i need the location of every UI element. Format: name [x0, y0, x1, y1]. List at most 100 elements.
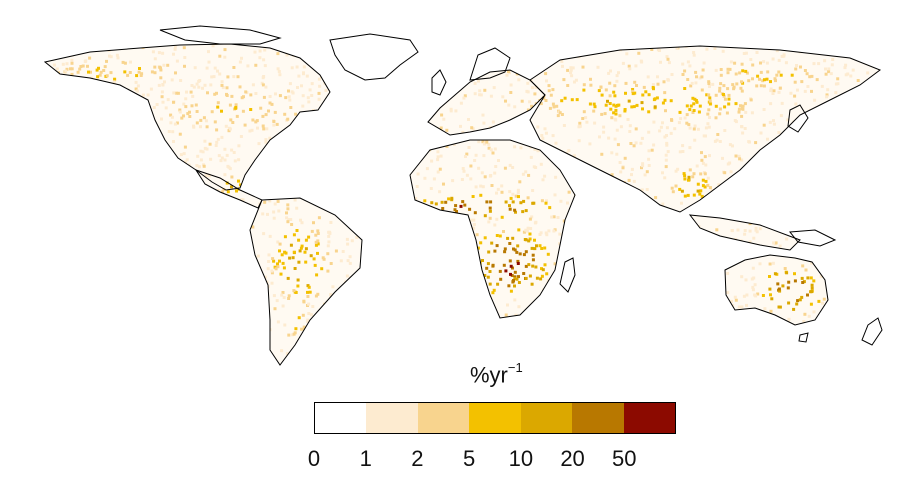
burned-area-cell: [166, 198, 170, 201]
burned-area-cell: [70, 67, 74, 71]
burned-area-cell: [316, 242, 320, 246]
burned-area-cell: [21, 43, 24, 46]
burned-area-cell: [329, 293, 333, 297]
burned-area-cell: [511, 134, 515, 138]
burned-area-cell: [894, 337, 897, 340]
burned-area-cell: [406, 69, 410, 73]
burned-area-cell: [576, 276, 580, 279]
burned-area-cell: [845, 236, 849, 240]
burned-area-cell: [153, 336, 157, 340]
burned-area-cell: [134, 44, 138, 47]
burned-area-cell: [849, 304, 853, 308]
burned-area-cell: [316, 30, 319, 33]
burned-area-cell: [607, 71, 611, 75]
burned-area-cell: [500, 190, 504, 194]
burned-area-cell: [749, 320, 752, 324]
colorbar-tick-label: 10: [508, 446, 534, 471]
burned-area-cell: [503, 347, 507, 351]
burned-area-cell: [20, 323, 23, 326]
burned-area-cell: [795, 34, 798, 37]
burned-area-cell: [247, 363, 251, 365]
burned-area-cell: [577, 242, 581, 246]
burned-area-cell: [494, 322, 498, 326]
burned-area-cell: [824, 67, 827, 71]
burned-area-cell: [370, 91, 374, 95]
burned-area-cell: [722, 93, 725, 96]
burned-area-cell: [84, 33, 87, 36]
burned-area-cell: [867, 132, 871, 136]
burned-area-cell: [835, 268, 838, 272]
burned-area-cell: [262, 58, 266, 62]
burned-area-cell: [159, 283, 163, 287]
burned-area-cell: [737, 110, 741, 114]
burned-area-cell: [593, 44, 597, 46]
burned-area-cell: [485, 266, 489, 270]
burned-area-cell: [831, 196, 835, 200]
burned-area-cell: [779, 73, 783, 77]
burned-area-cell: [256, 351, 259, 355]
burned-area-cell: [664, 109, 667, 113]
burned-area-cell: [533, 247, 537, 251]
burned-area-cell: [723, 105, 727, 109]
burned-area-cell: [100, 44, 104, 48]
burned-area-cell: [889, 311, 892, 314]
burned-area-cell: [778, 244, 782, 248]
burned-area-cell: [787, 317, 791, 321]
burned-area-cell: [173, 168, 177, 172]
burned-area-cell: [886, 86, 889, 89]
burned-area-cell: [82, 125, 85, 129]
burned-area-cell: [515, 277, 519, 281]
burned-area-cell: [825, 221, 829, 225]
burned-area-cell: [368, 113, 372, 117]
burned-area-cell: [546, 317, 550, 321]
burned-area-cell: [21, 333, 24, 336]
burned-area-cell: [396, 49, 399, 53]
burned-area-cell: [825, 95, 829, 99]
burned-area-cell: [312, 27, 315, 30]
burned-area-cell: [669, 240, 673, 244]
burned-area-cell: [422, 265, 426, 269]
burned-area-cell: [582, 219, 586, 223]
burned-area-cell: [53, 73, 57, 77]
burned-area-cell: [696, 235, 700, 239]
burned-area-cell: [278, 259, 281, 263]
burned-area-cell: [740, 125, 744, 128]
burned-area-cell: [420, 71, 424, 74]
burned-area-cell: [134, 290, 138, 294]
burned-area-cell: [58, 121, 61, 125]
burned-area-cell: [187, 290, 190, 294]
burned-area-cell: [680, 299, 684, 302]
burned-area-cell: [96, 75, 100, 79]
burned-area-cell: [220, 109, 223, 113]
burned-area-cell: [45, 208, 47, 212]
burned-area-cell: [64, 301, 68, 305]
burned-area-cell: [549, 363, 553, 365]
burned-area-cell: [40, 355, 43, 358]
burned-area-cell: [79, 65, 83, 68]
burned-area-cell: [825, 93, 829, 97]
burned-area-cell: [740, 158, 744, 162]
burned-area-cell: [315, 365, 318, 368]
burned-area-cell: [287, 297, 291, 300]
burned-area-cell: [256, 316, 259, 320]
burned-area-cell: [197, 85, 201, 89]
burned-area-cell: [641, 107, 644, 111]
burned-area-cell: [345, 274, 349, 278]
burned-area-cell: [642, 39, 645, 42]
burned-area-cell: [830, 260, 834, 264]
burned-area-cell: [26, 39, 29, 42]
burned-area-cell: [801, 179, 805, 183]
burned-area-cell: [397, 82, 401, 86]
burned-area-cell: [440, 26, 443, 29]
burned-area-cell: [139, 212, 143, 216]
burned-area-cell: [379, 185, 382, 189]
burned-area-cell: [407, 118, 411, 122]
burned-area-cell: [704, 179, 708, 183]
burned-area-cell: [232, 66, 236, 69]
burned-area-cell: [833, 329, 837, 333]
burned-area-cell: [262, 75, 266, 78]
burned-area-cell: [825, 186, 829, 190]
burned-area-cell: [637, 193, 641, 197]
burned-area-cell: [242, 301, 246, 305]
burned-area-cell: [278, 249, 281, 253]
